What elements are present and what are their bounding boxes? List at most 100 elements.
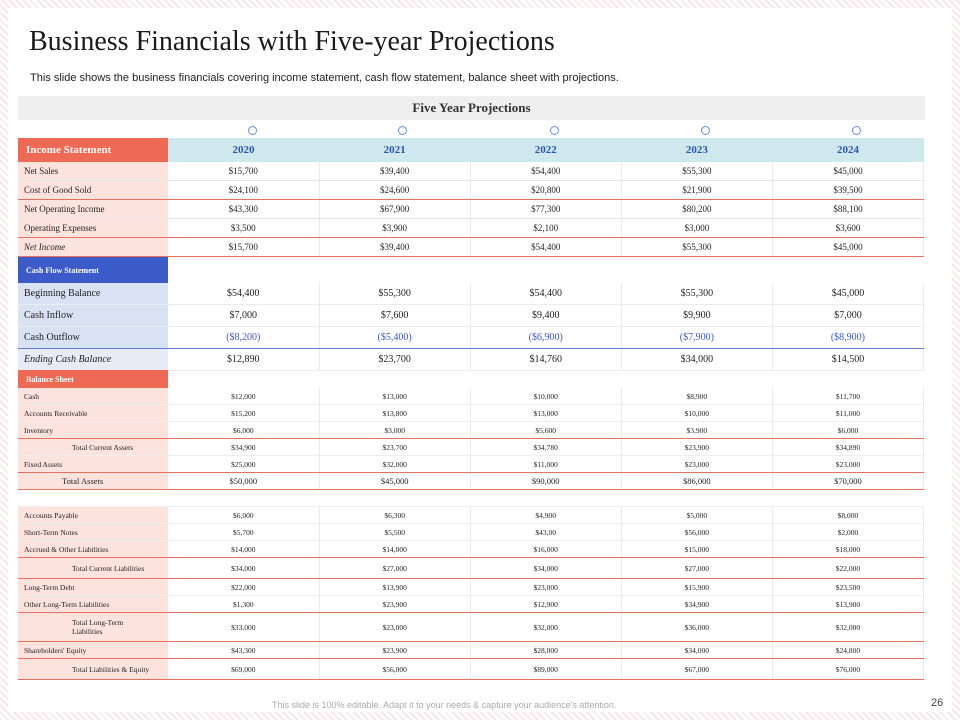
row-label: Total Current Assets <box>18 438 168 456</box>
value-cell: $23,900 <box>319 595 471 613</box>
value-cell: $55,300 <box>319 283 471 305</box>
value-cell: $6,000 <box>168 421 320 439</box>
value-cell: $22,000 <box>168 578 320 596</box>
value-cell: $15,900 <box>621 578 773 596</box>
cash-flow-header: Cash Flow Statement <box>18 257 924 283</box>
value-cell: $5,600 <box>470 421 622 439</box>
value-cell: $13,800 <box>319 404 471 422</box>
value-cell: $25,000 <box>168 455 320 473</box>
value-cell: $23,500 <box>772 578 925 596</box>
value-cell: $34,000 <box>470 557 622 579</box>
value-cell: $67,900 <box>319 199 471 219</box>
value-cell: $13,000 <box>319 388 471 405</box>
value-cell: $23,900 <box>621 438 773 456</box>
row-label: Accounts Payable <box>18 506 168 524</box>
value-cell: $34,890 <box>772 438 925 456</box>
value-cell: $56,000 <box>319 658 471 680</box>
row-label: Net Operating Income <box>18 199 168 219</box>
value-cell: ($7,900) <box>621 326 773 349</box>
value-cell: $54,400 <box>470 162 622 181</box>
value-cell: $5,700 <box>168 523 320 541</box>
value-cell: $54,400 <box>470 237 622 257</box>
row-label: Accounts Receivable <box>18 404 168 422</box>
value-cell: $5,500 <box>319 523 471 541</box>
table-row: Accounts Payable $6,000 $6,300 $4,900 $5… <box>18 506 925 524</box>
value-cell: $54,400 <box>470 283 622 305</box>
value-cell: $36,000 <box>621 612 773 642</box>
value-cell: $56,000 <box>621 523 773 541</box>
value-cell: $15,200 <box>168 404 320 422</box>
value-cell: $34,900 <box>621 595 773 613</box>
income-statement-table: Income Statement 2020 2021 2022 2023 202… <box>18 138 925 257</box>
value-cell: $13,000 <box>470 404 622 422</box>
year-header: 2021 <box>319 138 471 162</box>
table-row: Cash Outflow ($8,200) ($5,400) ($6,900) … <box>18 326 925 349</box>
row-label: Other Long-Term Liabilities <box>18 595 168 613</box>
value-cell: $32,000 <box>772 612 925 642</box>
row-label: Total Current Liabilities <box>18 557 168 579</box>
value-cell: $77,300 <box>470 199 622 219</box>
row-label: Cash Outflow <box>18 326 168 349</box>
column-marker-icon <box>550 126 559 135</box>
row-label-text: Total Long-Term Liabilities <box>72 618 124 636</box>
value-cell: $88,100 <box>772 199 925 219</box>
value-cell: $34,000 <box>621 641 773 659</box>
value-cell: $54,400 <box>168 283 320 305</box>
value-cell: $3,500 <box>168 218 320 238</box>
value-cell: $12,890 <box>168 348 320 371</box>
value-cell: $50,000 <box>168 472 320 490</box>
value-cell: $3,600 <box>772 218 925 238</box>
value-cell: $43,300 <box>168 641 320 659</box>
row-label: Total Long-Term Liabilities <box>18 612 168 642</box>
value-cell: $22,000 <box>772 557 925 579</box>
value-cell: $6,000 <box>772 421 925 439</box>
page-title: Business Financials with Five-year Proje… <box>29 26 555 57</box>
value-cell: $23,700 <box>319 348 471 371</box>
cash-flow-table: Cash Flow Statement Beginning Balance $5… <box>18 257 925 371</box>
value-cell: $3,000 <box>319 421 471 439</box>
value-cell: $21,900 <box>621 180 773 200</box>
value-cell: $39,500 <box>772 180 925 200</box>
row-label: Operating Expenses <box>18 218 168 238</box>
value-cell: $10,000 <box>470 388 622 405</box>
table-row: Net Income $15,700 $39,400 $54,400 $55,3… <box>18 237 925 257</box>
value-cell: $23,000 <box>621 455 773 473</box>
value-cell: $33,000 <box>168 612 320 642</box>
value-cell: $32,000 <box>470 612 622 642</box>
value-cell: $55,300 <box>621 283 773 305</box>
balance-sheet-header: Balance Sheet <box>18 370 924 388</box>
value-cell: $55,300 <box>621 162 773 181</box>
cash-flow-label: Cash Flow Statement <box>18 257 168 283</box>
table-row: Fixed Assets $25,000 $32,000 $11,000 $23… <box>18 455 925 473</box>
column-marker-icon <box>852 126 861 135</box>
value-cell: $9,900 <box>621 304 773 327</box>
row-label: Total Assets <box>18 472 168 490</box>
year-header: 2020 <box>168 138 320 162</box>
value-cell: $39,400 <box>319 237 471 257</box>
table-row: Total Current Liabilities $34,000 $27,00… <box>18 557 925 579</box>
value-cell: $24,100 <box>168 180 320 200</box>
table-row: Total Long-Term Liabilities $33,000 $23,… <box>18 612 925 642</box>
row-label: Fixed Assets <box>18 455 168 473</box>
value-cell: $76,000 <box>772 658 925 680</box>
balance-sheet-label: Balance Sheet <box>18 370 168 388</box>
value-cell: $20,800 <box>470 180 622 200</box>
value-cell: $11,000 <box>470 455 622 473</box>
value-cell: $15,700 <box>168 237 320 257</box>
column-marker-icon <box>248 126 257 135</box>
table-row: Accounts Receivable $15,200 $13,800 $13,… <box>18 404 925 422</box>
table-row: Shareholders' Equity $43,300 $23,900 $28… <box>18 641 925 659</box>
value-cell: $14,760 <box>470 348 622 371</box>
table-row: Total Current Assets $34,900 $23,700 $34… <box>18 438 925 456</box>
value-cell: $5,000 <box>621 506 773 524</box>
table-row: Ending Cash Balance $12,890 $23,700 $14,… <box>18 348 925 371</box>
value-cell: $43,00 <box>470 523 622 541</box>
value-cell: $14,000 <box>168 540 320 558</box>
table-row: Total Liabilities & Equity $69,000 $56,0… <box>18 658 925 680</box>
row-label: Net Income <box>18 237 168 257</box>
row-label: Total Liabilities & Equity <box>18 658 168 680</box>
page-subtitle: This slide shows the business financials… <box>30 72 619 84</box>
value-cell: $13,900 <box>772 595 925 613</box>
table-row: Short-Term Notes $5,700 $5,500 $43,00 $5… <box>18 523 925 541</box>
value-cell: $45,000 <box>772 283 925 305</box>
